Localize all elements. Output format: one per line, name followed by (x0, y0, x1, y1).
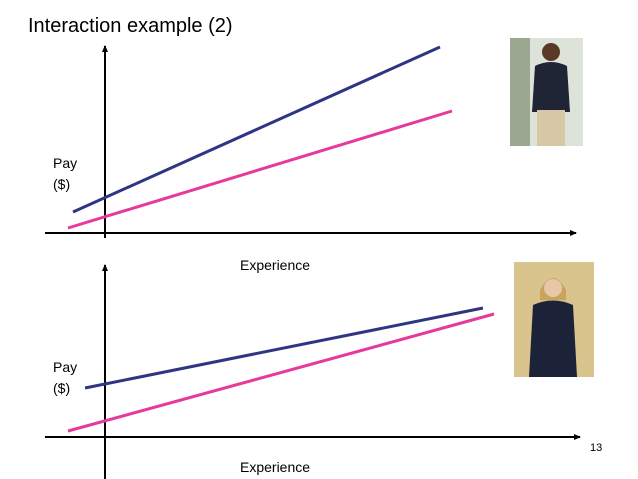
y-label: Pay (53, 155, 77, 171)
photo-man (510, 38, 583, 146)
x-label: Experience (240, 257, 310, 273)
line-pink (67, 109, 453, 230)
slide-title: Interaction example (2) (28, 15, 233, 37)
y-label: Pay (53, 359, 77, 375)
photo-woman (514, 262, 594, 377)
line-blue (72, 45, 441, 214)
line-blue (84, 306, 484, 390)
page-number: 13 (590, 442, 602, 454)
y-label: ($) (53, 176, 70, 192)
y-label: ($) (53, 380, 70, 396)
x-label: Experience (240, 459, 310, 475)
line-pink (67, 312, 495, 433)
